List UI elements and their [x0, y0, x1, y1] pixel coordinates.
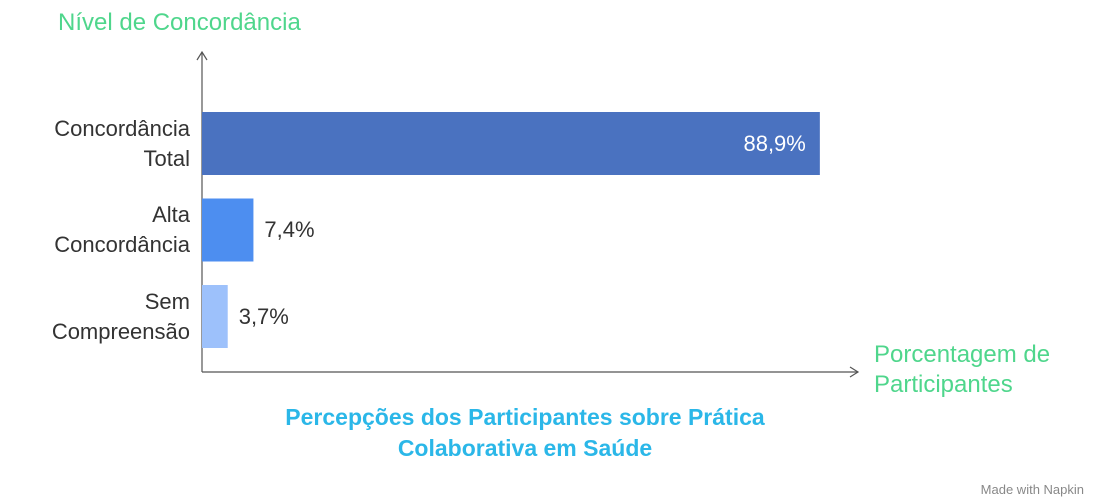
y-axis-title: Nível de Concordância — [58, 9, 301, 36]
y-axis-arrow — [196, 50, 208, 61]
bar — [202, 112, 820, 175]
value-label: 3,7% — [238, 303, 289, 329]
footer: Made with Napkin — [980, 482, 1084, 497]
x-axis-arrow — [849, 366, 860, 378]
value-label: 88,9% — [743, 130, 806, 156]
bar — [202, 198, 254, 262]
bar — [202, 285, 228, 348]
value-label: 7,4% — [264, 217, 315, 242]
category-label: Alta Concordância — [54, 202, 190, 257]
category-label: Sem Compreensão — [51, 288, 190, 344]
category-label: Concordância Total — [54, 115, 190, 171]
x-axis-title: Porcentagem de Participantes — [874, 341, 1051, 398]
chart-title: Percepções dos Participantes sobre Práti… — [285, 404, 765, 461]
